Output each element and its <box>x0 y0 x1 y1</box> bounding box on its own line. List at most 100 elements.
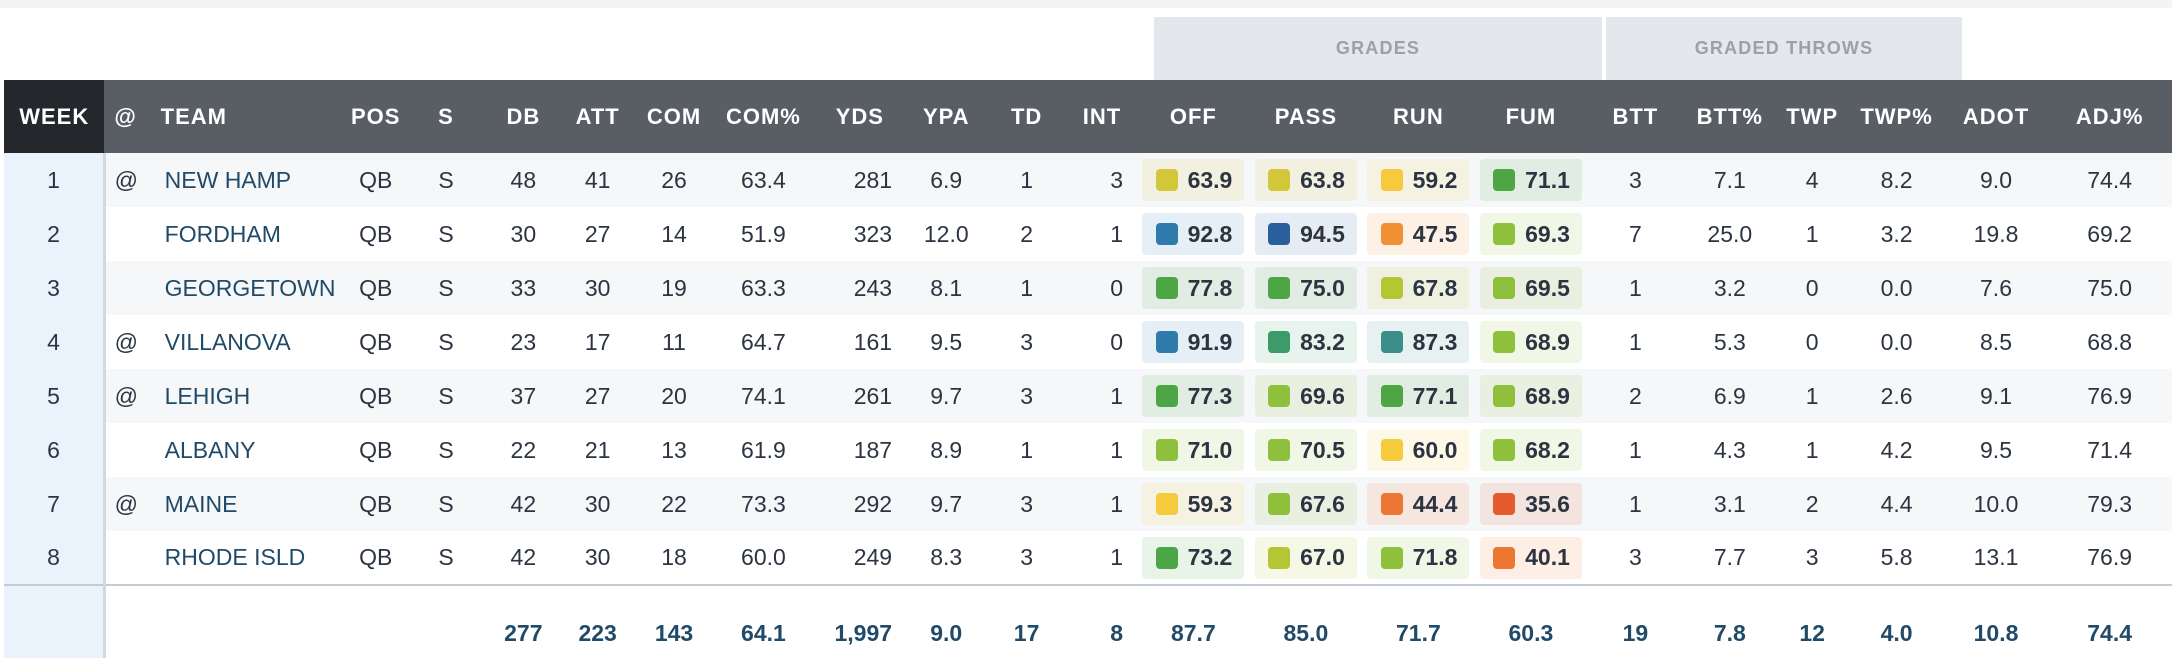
off-cell: 91.9 <box>1137 315 1250 369</box>
away-marker <box>104 207 146 261</box>
column-header-run[interactable]: RUN <box>1393 103 1444 129</box>
column-header-fum[interactable]: FUM <box>1505 103 1557 129</box>
team-link[interactable]: GEORGETOWN <box>164 274 336 301</box>
fum-value: 69.3 <box>1525 220 1570 247</box>
column-header-twp-pct[interactable]: TWP% <box>1860 103 1933 129</box>
pass-cell: 69.6 <box>1250 369 1363 423</box>
db-cell: 48 <box>510 166 537 193</box>
run-grade: 67.8 <box>1367 267 1470 309</box>
away-marker <box>104 423 146 477</box>
off-grade: 77.3 <box>1142 375 1245 417</box>
column-header-db[interactable]: DB <box>506 103 541 129</box>
column-header-adj-pct[interactable]: ADJ% <box>2075 103 2144 129</box>
pass-value: 69.6 <box>1300 382 1345 409</box>
run-cell: 87.3 <box>1362 315 1475 369</box>
fum-cell: 68.9 <box>1475 315 1588 369</box>
column-header-at[interactable]: @ <box>114 103 137 129</box>
grade-swatch <box>1268 493 1291 515</box>
team-link[interactable]: VILLANOVA <box>164 328 291 355</box>
column-header-adot[interactable]: ADOT <box>1962 103 2030 129</box>
team-link[interactable]: NEW HAMP <box>164 166 292 193</box>
pass-cell: 70.5 <box>1250 423 1363 477</box>
twp-cell: 0 <box>1805 274 1819 301</box>
run-value: 77.1 <box>1412 382 1458 409</box>
run-grade: 60.0 <box>1367 429 1470 471</box>
column-header-off[interactable]: OFF <box>1169 103 1217 129</box>
team-link[interactable]: RHODE ISLD <box>164 544 306 570</box>
grade-swatch <box>1155 385 1178 407</box>
table-row[interactable]: 6 ALBANY QB S 22 21 13 61.9 187 8.9 1 1 71.0 70.5 60.0… <box>4 423 2172 477</box>
total-ypa: 9.0 <box>930 620 963 646</box>
grade-swatch <box>1268 439 1291 461</box>
column-header-pass[interactable]: PASS <box>1274 103 1337 129</box>
week-cell: 2 <box>4 207 106 261</box>
column-header-ypa[interactable]: YPA <box>922 103 970 129</box>
team-link[interactable]: MAINE <box>164 490 238 517</box>
status-cell: S <box>438 166 454 193</box>
column-header-int[interactable]: INT <box>1082 103 1122 129</box>
column-header-att[interactable]: ATT <box>575 103 620 129</box>
column-header-com-pct[interactable]: COM% <box>725 103 801 129</box>
off-grade: 73.2 <box>1142 536 1245 579</box>
adot-cell: 9.5 <box>1980 436 2012 463</box>
twpp-cell: 4.2 <box>1880 436 1913 463</box>
column-header-com[interactable]: COM <box>646 103 702 129</box>
table-row[interactable]: 4 @ VILLANOVA QB S 23 17 11 64.7 161 9.5 3 0 91.9 83.2… <box>4 315 2172 369</box>
table-row[interactable]: 1 @ NEW HAMP QB S 48 41 26 63.4 281 6.9 1 3 63.9 63.8 5… <box>4 153 2172 207</box>
com-cell: 18 <box>661 544 687 570</box>
table-row[interactable]: 8 RHODE ISLD QB S 42 30 18 60.0 249 8.3 3 1 73.2 67.0… <box>4 531 2172 585</box>
adj-cell: 76.9 <box>2087 544 2132 570</box>
fum-cell: 68.2 <box>1475 423 1588 477</box>
column-header-btt[interactable]: BTT <box>1612 103 1659 129</box>
btt-cell: 7 <box>1628 220 1642 247</box>
run-grade: 71.8 <box>1367 536 1470 579</box>
run-value: 67.8 <box>1412 274 1458 301</box>
column-header-twp[interactable]: TWP <box>1786 103 1839 129</box>
team-link[interactable]: LEHIGH <box>164 382 251 409</box>
total-int: 8 <box>1110 620 1124 646</box>
empty-cell <box>104 585 146 658</box>
yds-cell: 187 <box>853 436 893 463</box>
twp-cell: 1 <box>1805 436 1819 463</box>
off-cell: 92.8 <box>1137 207 1250 261</box>
pass-value: 94.5 <box>1300 220 1345 247</box>
run-value: 44.4 <box>1412 490 1458 517</box>
table-row[interactable]: 7 @ MAINE QB S 42 30 22 73.3 292 9.7 3 1 59.3 67.6 44.4… <box>4 477 2172 531</box>
yds-cell: 292 <box>853 490 893 517</box>
column-header-td[interactable]: TD <box>1010 103 1043 129</box>
table-row[interactable]: 2 FORDHAM QB S 30 27 14 51.9 323 12.0 2 1 92.8 94.5 47… <box>4 207 2172 261</box>
grade-swatch <box>1493 169 1516 191</box>
table-row[interactable]: 3 GEORGETOWN QB S 33 30 19 63.3 243 8.1 1 0 77.8 75.0… <box>4 261 2172 315</box>
week-cell: 8 <box>4 531 106 585</box>
pass-grade: 94.5 <box>1254 213 1357 255</box>
off-cell: 63.9 <box>1137 153 1250 207</box>
column-header-btt-pct[interactable]: BTT% <box>1696 103 1763 129</box>
pos-cell: QB <box>359 328 393 355</box>
pos-cell: QB <box>359 274 393 301</box>
td-cell: 2 <box>1020 220 1033 247</box>
column-header-team[interactable]: TEAM <box>160 103 227 129</box>
status-cell: S <box>438 436 454 463</box>
pass-grade: 75.0 <box>1254 267 1357 309</box>
total-off: 87.7 <box>1170 620 1216 646</box>
grade-swatch <box>1380 546 1403 569</box>
team-link[interactable]: ALBANY <box>164 436 256 463</box>
column-header-s[interactable]: S <box>438 103 454 129</box>
total-yds: 1,997 <box>834 620 893 646</box>
btt-cell: 3 <box>1628 544 1642 570</box>
team-link[interactable]: FORDHAM <box>164 220 281 247</box>
status-cell: S <box>438 490 454 517</box>
ypa-cell: 8.1 <box>930 274 963 301</box>
twp-cell: 0 <box>1805 328 1819 355</box>
column-header-pos[interactable]: POS <box>350 103 401 129</box>
bttp-cell: 3.1 <box>1713 490 1746 517</box>
table-row[interactable]: 5 @ LEHIGH QB S 37 27 20 74.1 261 9.7 3 1 77.3 69.6 77.… <box>4 369 2172 423</box>
comp-cell: 63.3 <box>741 274 786 301</box>
column-header-yds[interactable]: YDS <box>835 103 884 129</box>
fum-grade: 35.6 <box>1479 483 1582 525</box>
btt-cell: 3 <box>1628 166 1642 193</box>
run-cell: 71.8 <box>1362 531 1475 585</box>
total-pass: 85.0 <box>1283 620 1329 646</box>
column-header-week[interactable]: WEEK <box>4 80 105 153</box>
ypa-cell: 9.5 <box>930 328 963 355</box>
